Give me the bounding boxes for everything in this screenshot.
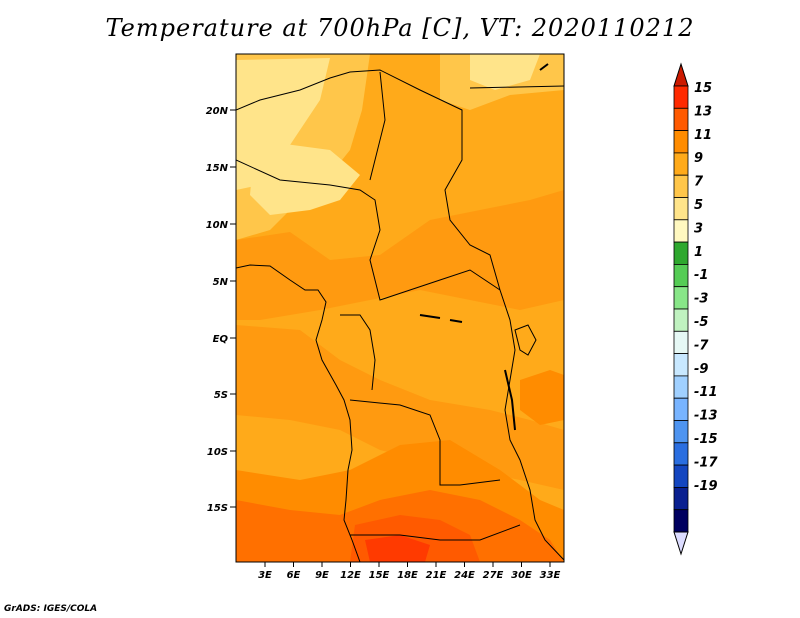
colorbar: 15 13 11 9 7 5 3 1 -1 -3 -5 -7 -9 -11 -13 -15 -17 -19 [673,62,718,556]
field-5-7-libya [470,54,540,90]
field-9-south-central [236,325,564,490]
colorbar-label: -11 [694,385,718,400]
colorbar-segment [673,107,689,132]
colorbar-segment [673,286,689,310]
central-borders [236,69,564,561]
nile-delta [539,63,549,71]
lon-tick-label: 15E [369,570,390,581]
field-5-7-sahel [250,140,360,215]
lat-tick-label: 15N [206,163,229,174]
lon-tick-label: 3E [258,570,272,581]
colorbar-segment [673,308,689,332]
colorbar-segment [673,197,689,221]
colorbar-label: 11 [694,128,712,143]
colorbar-label: 7 [694,175,704,190]
lake-tanganyika [504,369,516,431]
colorbar-label: -15 [694,432,718,447]
colorbar-segment [673,464,689,488]
colorbar-segment [673,509,689,533]
colorbar-label: -19 [694,479,718,494]
colorbar-bottom-arrow [673,531,689,556]
niger-chad-border [369,71,386,181]
temperature-field [236,54,564,562]
colorbar-segment [673,241,689,265]
lon-tick-label: 9E [315,570,329,581]
lon-tick-label: 24E [454,570,475,581]
colorbar-segment [673,152,689,176]
lat-tick-label: 10S [207,447,228,458]
lon-tick-label: 30E [511,570,532,581]
boundaries [236,63,564,562]
lon-tick-label: 6E [287,570,301,581]
colorbar-segment [673,486,689,511]
latitude-axis: 20N 15N 10N 5N EQ 5S 10S 15S [206,106,236,514]
colorbar-label: 5 [694,198,703,213]
angola-borders [349,399,501,486]
lon-tick-label: 33E [540,570,561,581]
lat-tick-label: EQ [213,334,229,345]
colorbar-segment [673,353,689,377]
field-9-central [236,190,564,320]
colorbar-segment [673,263,689,288]
lon-tick-label: 18E [397,570,418,581]
congo-gabon-border [340,314,376,391]
colorbar-segment [673,442,689,466]
colorbar-segment [673,330,689,354]
colorbar-segment [673,375,689,399]
colorbar-label: 9 [694,151,703,166]
lat-tick-label: 5N [213,277,229,288]
sahel-borders [236,159,501,301]
grads-credit: GrADS: IGES/COLA [4,604,98,614]
southern-borders [350,524,521,541]
lon-tick-label: 12E [340,570,361,581]
colorbar-segment [673,130,689,154]
colorbar-top-arrow [673,62,689,87]
field-11-east [520,370,564,425]
field-15-kalahari [365,535,430,562]
colorbar-segment [673,420,689,444]
lon-tick-label: 27E [483,570,504,581]
colorbar-label: -3 [694,292,708,307]
lat-tick-label: 5S [214,390,228,401]
colorbar-label: 13 [694,104,712,119]
colorbar-label: -9 [694,362,708,377]
colorbar-label: -1 [694,268,708,283]
colorbar-label: 3 [694,221,703,236]
colorbar-segment [673,85,689,109]
map-frame [235,53,565,563]
congo-river [419,314,463,323]
colorbar-segment [673,174,689,198]
lon-tick-label: 21E [426,570,447,581]
colorbar-label: -13 [694,409,718,424]
colorbar-label: -5 [694,315,708,330]
lake-victoria [514,324,537,356]
longitude-axis: 3E 6E 9E 12E 15E 18E 21E 24E 27E 30E 33E [258,562,561,581]
colorbar-label: -17 [694,455,718,470]
west-coastline [236,264,361,562]
egypt-border [469,85,564,89]
lat-tick-label: 20N [206,106,229,117]
colorbar-label: 15 [694,81,712,96]
colorbar-label: 1 [694,245,703,260]
lat-tick-label: 10N [206,220,229,231]
lat-tick-label: 15S [207,503,228,514]
colorbar-label: -7 [694,338,709,353]
colorbar-segment [673,219,689,243]
colorbar-segment [673,397,689,421]
map-title: Temperature at 700hPa [C], VT: 202011021… [105,14,695,42]
